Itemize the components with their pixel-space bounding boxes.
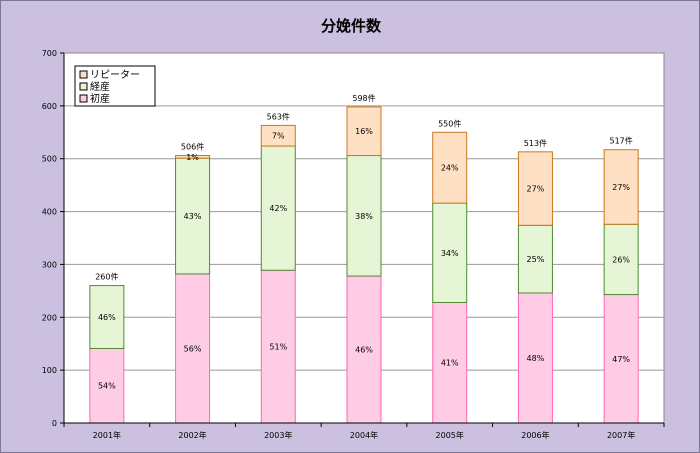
bar-total-label: 550件 xyxy=(438,118,461,128)
segment-data-label: 24% xyxy=(441,164,459,173)
segment-data-label: 43% xyxy=(184,212,202,221)
y-tick-label: 100 xyxy=(42,366,57,375)
bar-total-label: 517件 xyxy=(610,136,633,146)
segment-data-label: 25% xyxy=(527,255,545,264)
bar-total-label: 260件 xyxy=(95,272,118,282)
legend-label: 経産 xyxy=(90,80,110,93)
bar-segment xyxy=(175,157,211,275)
x-category-label: 2002年 xyxy=(178,430,206,440)
x-category-label: 2005年 xyxy=(436,430,464,440)
x-category-label: 2003年 xyxy=(264,430,292,440)
bar-segment xyxy=(260,124,296,147)
segment-data-label: 26% xyxy=(612,255,630,264)
segment-data-label: 47% xyxy=(612,355,630,364)
segment-data-label: 7% xyxy=(272,132,285,141)
bar-segment xyxy=(89,285,125,349)
bar-segment xyxy=(432,202,468,303)
segment-data-label: 34% xyxy=(441,249,459,258)
chart-title: 分娩件数 xyxy=(321,17,382,35)
segment-data-label: 46% xyxy=(355,346,373,355)
x-axis: 2001年 2002年 2003年 2004年 2005年 2006年 2007年 xyxy=(63,422,665,440)
bar-segment xyxy=(89,347,125,424)
bar-segment xyxy=(517,292,553,424)
y-tick-label: 300 xyxy=(42,260,57,269)
segment-data-label: 16% xyxy=(355,127,373,136)
legend-swatch xyxy=(79,70,88,79)
bars: 54% 46% 260件 56% 43% 1%506件 51% 42% 7% 563件 46% 38%… xyxy=(89,93,639,424)
bar-segment xyxy=(346,155,382,277)
segment-data-label: 27% xyxy=(527,185,545,194)
bar-segment xyxy=(603,149,639,225)
legend-swatch xyxy=(79,82,88,91)
bar-total-label: 563件 xyxy=(267,111,290,121)
bar-segment xyxy=(175,273,211,424)
x-category-label: 2006年 xyxy=(521,430,549,440)
bar-segment xyxy=(175,155,211,159)
segment-data-label: 27% xyxy=(612,183,630,192)
bar-total-label: 513件 xyxy=(524,138,547,148)
segment-data-label: 38% xyxy=(355,212,373,221)
bar-segment xyxy=(432,131,468,204)
segment-data-label: 41% xyxy=(441,359,459,368)
bar-segment xyxy=(517,151,553,226)
bar-total-label: 598件 xyxy=(352,93,375,103)
segment-data-label: 54% xyxy=(98,382,116,391)
bar-segment xyxy=(432,301,468,424)
y-tick-label: 700 xyxy=(42,49,57,58)
y-tick-label: 400 xyxy=(42,208,57,217)
x-category-label: 2004年 xyxy=(350,430,378,440)
segment-data-label: 1% xyxy=(186,153,199,162)
bar-segment xyxy=(346,106,382,157)
x-category-label: 2001年 xyxy=(93,430,121,440)
segment-data-label: 48% xyxy=(527,354,545,363)
y-tick-label: 0 xyxy=(52,419,57,428)
segment-data-label: 42% xyxy=(269,204,287,213)
x-category-label: 2007年 xyxy=(607,430,635,440)
y-axis: 0 100 200 300 400 500 600 700 xyxy=(42,49,65,428)
legend-label: 初産 xyxy=(90,92,110,105)
bar-segment xyxy=(260,145,296,271)
y-tick-label: 200 xyxy=(42,313,57,322)
y-tick-label: 600 xyxy=(42,102,57,111)
segment-data-label: 46% xyxy=(98,313,116,322)
segment-data-label: 56% xyxy=(184,344,202,353)
y-tick-label: 500 xyxy=(42,155,57,164)
segment-data-label: 51% xyxy=(269,343,287,352)
bar-segment xyxy=(603,223,639,296)
bar-total-label: 506件 xyxy=(181,142,204,152)
legend-box xyxy=(74,65,156,107)
legend-label: リピーター xyxy=(90,69,140,81)
bar-segment xyxy=(517,224,553,294)
legend-swatch xyxy=(79,94,88,103)
